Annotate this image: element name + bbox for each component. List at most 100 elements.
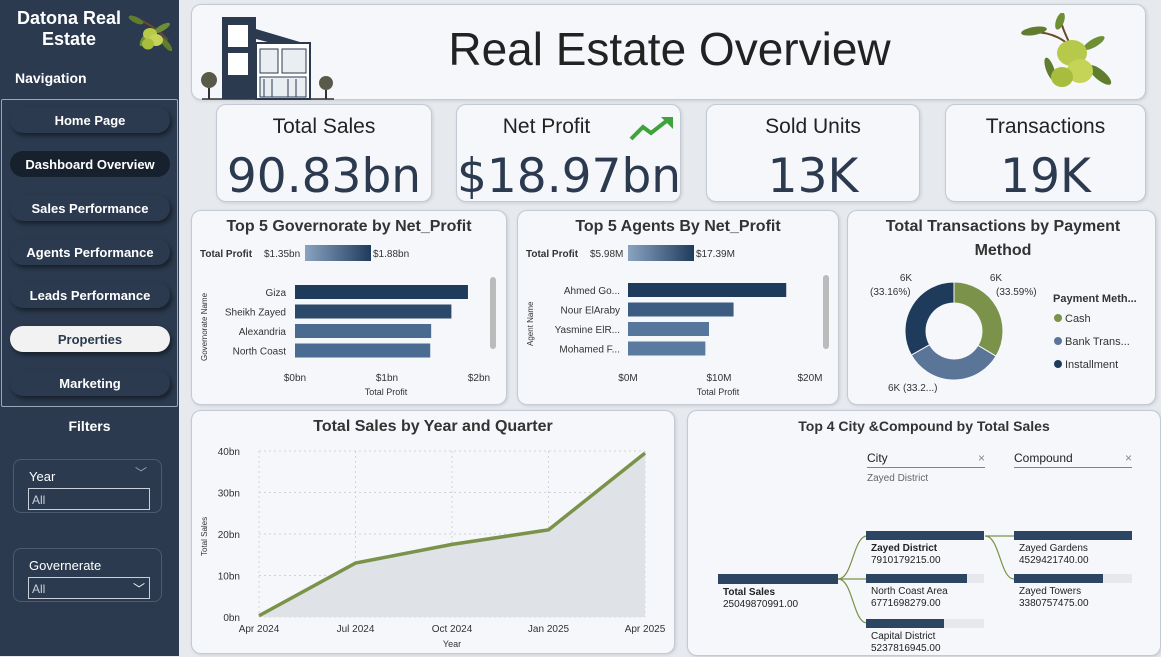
legend-gradient bbox=[305, 245, 371, 261]
tree-node-value: 4529421740.00 bbox=[1019, 555, 1089, 566]
close-icon[interactable]: × bbox=[1124, 451, 1132, 465]
slice-label-cash: 6K bbox=[990, 273, 1003, 284]
x-tick-label: Jan 2025 bbox=[528, 624, 570, 635]
donut-slice bbox=[904, 281, 955, 356]
scrollbar[interactable] bbox=[823, 275, 829, 349]
nav-sales-performance-button[interactable]: Sales Performance bbox=[10, 195, 170, 221]
governorate-filter: Governerate All ﹀ bbox=[13, 548, 162, 602]
agents-bar-svg: Total Profit $5.98M $17.39M Agent Name T… bbox=[526, 245, 829, 397]
tree-node-label: Capital District bbox=[871, 631, 936, 642]
olive-logo-icon bbox=[128, 15, 173, 52]
x-tick-label: $0M bbox=[618, 373, 637, 384]
year-filter-label: Year bbox=[29, 469, 56, 484]
sales-line bbox=[258, 451, 647, 618]
kpi-sold-units: Sold Units 13K bbox=[706, 104, 920, 204]
donut-slice bbox=[910, 344, 997, 381]
tree-root-bar[interactable] bbox=[718, 574, 838, 584]
nav-properties-button[interactable]: Properties bbox=[10, 326, 170, 352]
bar bbox=[628, 341, 706, 356]
legend-swatch-installment bbox=[1054, 360, 1062, 368]
nav-marketing-button[interactable]: Marketing bbox=[10, 370, 170, 396]
slice-label-bank: 6K (33.2...) bbox=[888, 383, 937, 394]
tree-node-label: Zayed Towers bbox=[1019, 586, 1082, 597]
x-axis-label: Total Profit bbox=[697, 387, 740, 397]
sidebar: Datona Real Estate Navigation Home Page … bbox=[0, 0, 179, 656]
x-tick-label: $10M bbox=[706, 373, 731, 384]
kpi-value: 13K bbox=[767, 149, 859, 204]
tree-node-value: 7910179215.00 bbox=[871, 555, 941, 566]
slice-pct-installment: (33.16%) bbox=[870, 287, 911, 298]
y-tick-label: 20bn bbox=[218, 530, 240, 541]
year-select[interactable]: All bbox=[28, 488, 150, 510]
tree-node-bar bbox=[866, 574, 968, 583]
tree-node-track[interactable] bbox=[866, 574, 984, 583]
legend-bank[interactable]: Bank Trans... bbox=[1065, 336, 1130, 348]
bar bbox=[628, 283, 787, 297]
tree-node-track[interactable] bbox=[1014, 531, 1132, 540]
tree-node-bar bbox=[1014, 574, 1103, 583]
nav-leads-performance-button[interactable]: Leads Performance bbox=[10, 282, 170, 308]
bar bbox=[295, 285, 468, 299]
close-icon[interactable]: × bbox=[977, 451, 985, 465]
payment-method-chart[interactable]: Total Transactions by Payment Method 6K … bbox=[847, 210, 1156, 405]
tree-root-label: Total Sales bbox=[723, 587, 776, 598]
page-title: Real Estate Overview bbox=[448, 23, 891, 75]
nav-home-page-button[interactable]: Home Page bbox=[10, 107, 170, 133]
tree-node-bar bbox=[866, 619, 944, 628]
agents-profit-chart[interactable]: Top 5 Agents By Net_Profit Total Profit … bbox=[517, 210, 839, 405]
city-compound-tree[interactable]: Top 4 City &Compound by Total Sales City… bbox=[687, 410, 1161, 656]
legend-installment[interactable]: Installment bbox=[1065, 359, 1118, 371]
brand: Datona Real Estate bbox=[0, 0, 179, 98]
chart-title: Top 5 Agents By Net_Profit bbox=[575, 218, 781, 235]
tree-node-value: 3380757475.00 bbox=[1019, 598, 1089, 609]
governorate-select[interactable]: All ﹀ bbox=[28, 577, 150, 599]
kpi-transactions: Transactions 19K bbox=[945, 104, 1146, 204]
chart-title: Total Transactions by Payment Method bbox=[885, 218, 1121, 259]
kpi-total-sales: Total Sales 90.83bn bbox=[216, 104, 432, 204]
tree-root-value: 25049870991.00 bbox=[723, 599, 799, 610]
kpi-title: Net Profit bbox=[502, 115, 591, 138]
category-label: Sheikh Zayed bbox=[225, 308, 286, 319]
tree-node-label: Zayed Gardens bbox=[1019, 543, 1088, 554]
nav-agents-performance-button[interactable]: Agents Performance bbox=[10, 239, 170, 265]
legend-gradient bbox=[628, 245, 694, 261]
tree-node-track[interactable] bbox=[1014, 574, 1132, 583]
nav-dashboard-overview-button[interactable]: Dashboard Overview bbox=[10, 151, 170, 177]
sales-by-quarter-chart[interactable]: Total Sales by Year and Quarter Total Sa… bbox=[191, 410, 675, 654]
category-label: North Coast bbox=[233, 347, 287, 358]
x-axis-label: Year bbox=[443, 639, 461, 649]
area-fill bbox=[259, 453, 645, 617]
compound-column-header[interactable]: Compound × bbox=[1014, 451, 1132, 468]
category-label: Ahmed Go... bbox=[564, 286, 620, 297]
x-tick-label: Oct 2024 bbox=[432, 624, 473, 635]
y-tick-label: 10bn bbox=[218, 572, 240, 583]
governorate-select-value: All bbox=[32, 582, 46, 596]
tree-node-label: North Coast Area bbox=[871, 586, 948, 597]
scrollbar[interactable] bbox=[490, 277, 496, 349]
legend-cash[interactable]: Cash bbox=[1065, 313, 1091, 325]
brand-name: Datona Real Estate bbox=[16, 8, 122, 49]
city-column-header[interactable]: City × bbox=[867, 451, 985, 468]
legend-label: Total Profit bbox=[526, 249, 579, 260]
governorate-profit-chart[interactable]: Top 5 Governorate by Net_Profit Total Pr… bbox=[191, 210, 507, 405]
nav-panel: Home Page Dashboard Overview Sales Perfo… bbox=[1, 99, 178, 407]
year-select-value: All bbox=[32, 493, 46, 507]
chevron-down-icon: ﹀ bbox=[132, 582, 145, 596]
slice-pct-cash: (33.59%) bbox=[996, 287, 1037, 298]
tree-node-track[interactable] bbox=[866, 531, 984, 540]
kpi-title: Transactions bbox=[985, 115, 1106, 138]
tree-node-bar bbox=[866, 531, 984, 540]
legend-label: Total Profit bbox=[200, 249, 253, 260]
x-tick-label: $0bn bbox=[284, 373, 306, 384]
chevron-down-icon[interactable]: ﹀ bbox=[134, 466, 147, 480]
x-tick-label: Jul 2024 bbox=[337, 624, 375, 635]
x-tick-label: Apr 2024 bbox=[239, 624, 280, 635]
tree-node-track[interactable] bbox=[866, 619, 984, 628]
kpi-value: $18.97bn bbox=[457, 149, 682, 204]
y-axis-label: Total Sales bbox=[200, 517, 209, 556]
y-tick-label: 30bn bbox=[218, 489, 240, 500]
nav-heading: Navigation bbox=[15, 70, 87, 86]
x-tick-label: $1bn bbox=[376, 373, 398, 384]
tree-node-label: Zayed District bbox=[871, 543, 938, 554]
compound-column-label: Compound bbox=[1014, 451, 1073, 465]
